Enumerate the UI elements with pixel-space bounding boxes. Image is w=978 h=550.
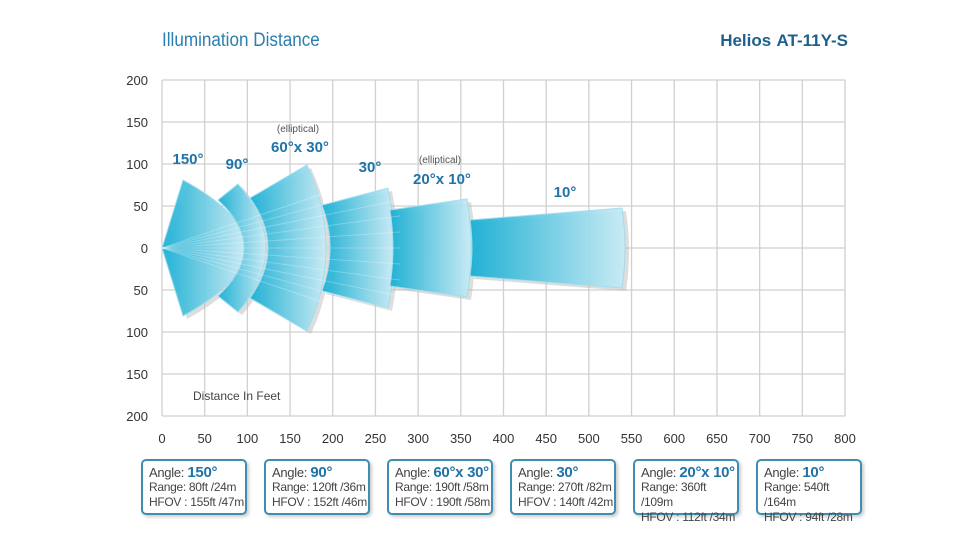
x-tick-label: 100 <box>237 431 259 446</box>
beam-ray <box>161 247 401 297</box>
range-text: Range: 270ft /82m <box>518 480 612 494</box>
x-tick-label: 550 <box>621 431 643 446</box>
info-box: Angle: 30° Range: 270ft /82m HFOV : 140ft … <box>510 459 616 515</box>
x-tick-label: 300 <box>407 431 429 446</box>
x-tick-label: 650 <box>706 431 728 446</box>
x-tick-label: 400 <box>493 431 515 446</box>
beam-label: 150° <box>172 151 203 168</box>
beam-ray <box>161 167 401 249</box>
info-box: Angle: 10° Range: 540ft /164m HFOV : 94ft … <box>756 459 862 524</box>
beam-ray <box>161 231 401 249</box>
hfov-text: HFOV : 140ft /42m <box>518 495 613 509</box>
hfov-text: HFOV : 190ft /58m <box>395 495 490 509</box>
angle-label: Angle: <box>149 465 185 480</box>
y-tick-label: 50 <box>134 199 148 214</box>
range-text: Range: 80ft /24m <box>149 480 237 494</box>
hfov-text: HFOV : 155ft /47m <box>149 495 244 509</box>
angle-row: Angle: 60°x 30° <box>395 465 491 480</box>
angle-value: 90° <box>310 464 333 481</box>
x-tick-label: 750 <box>791 431 813 446</box>
y-tick-label: 200 <box>126 73 148 88</box>
beam-2 <box>249 164 327 332</box>
angle-row: Angle: 10° <box>764 465 860 480</box>
beam-label: 20°x 10° <box>413 171 471 188</box>
y-tick-label: 100 <box>126 325 148 340</box>
product-name: Helios AT-11Y-S <box>720 30 848 52</box>
y-tick-label: 100 <box>126 157 148 172</box>
x-tick-label: 200 <box>322 431 344 446</box>
x-tick-label: 350 <box>450 431 472 446</box>
range-text: Range: 120ft /36m <box>272 480 366 494</box>
beam-ray <box>161 215 401 249</box>
x-tick-label: 0 <box>158 431 165 446</box>
angle-row: Angle: 90° <box>272 465 368 480</box>
x-tick-label: 450 <box>535 431 557 446</box>
model-name: AT-11Y-S <box>776 31 849 50</box>
angle-value: 30° <box>556 464 579 481</box>
beam-ray <box>161 247 401 281</box>
angle-label: Angle: <box>395 465 431 480</box>
beam-label: 60°x 30° <box>271 139 329 156</box>
x-tick-label: 800 <box>834 431 856 446</box>
range-text: Range: 190ft /58m <box>395 480 489 494</box>
info-box: Angle: 90° Range: 120ft /36m HFOV : 152ft … <box>264 459 370 515</box>
hfov-text: HFOV : 152ft /46m <box>272 495 367 509</box>
beam-5 <box>469 207 626 289</box>
y-tick-label: 150 <box>126 367 148 382</box>
beam-ray <box>161 247 401 265</box>
beam-4 <box>389 198 472 298</box>
angle-label: Angle: <box>518 465 554 480</box>
x-tick-label: 600 <box>663 431 685 446</box>
beam-label: 30° <box>359 159 382 176</box>
angle-value: 10° <box>802 464 825 481</box>
beam-label: 90° <box>226 156 249 173</box>
angle-label: Angle: <box>764 465 800 480</box>
chart-title: Illumination Distance <box>162 30 320 51</box>
brand-name: Helios <box>720 31 772 50</box>
angle-row: Angle: 30° <box>518 465 614 480</box>
y-tick-label: 0 <box>141 241 148 256</box>
y-tick-label: 200 <box>126 409 148 424</box>
info-box: Angle: 60°x 30° Range: 190ft /58m HFOV : 1… <box>387 459 493 515</box>
angle-row: Angle: 20°x 10° <box>641 465 737 480</box>
angle-value: 20°x 10° <box>679 464 735 481</box>
range-text: Range: 540ft /164m <box>764 480 830 509</box>
beam-ray <box>161 183 401 249</box>
x-tick-label: 150 <box>279 431 301 446</box>
hfov-text: HFOV : 94ft /28m <box>764 510 853 524</box>
angle-label: Angle: <box>272 465 308 480</box>
beam-ray <box>161 199 401 249</box>
beam-ray <box>161 247 401 329</box>
x-tick-label: 250 <box>365 431 387 446</box>
x-tick-label: 50 <box>197 431 211 446</box>
hfov-text: HFOV : 112ft /34m <box>641 510 736 524</box>
angle-row: Angle: 150° <box>149 465 245 480</box>
beam-note: (elliptical) <box>419 155 461 166</box>
beam-note: (elliptical) <box>277 124 319 135</box>
y-tick-label: 50 <box>134 283 148 298</box>
range-text: Range: 360ft /109m <box>641 480 707 509</box>
x-tick-label: 700 <box>749 431 771 446</box>
angle-label: Angle: <box>641 465 677 480</box>
beam-label: 10° <box>554 184 577 201</box>
x-tick-label: 500 <box>578 431 600 446</box>
info-box: Angle: 20°x 10° Range: 360ft /109m HFOV : … <box>633 459 739 524</box>
y-tick-label: 150 <box>126 115 148 130</box>
info-box: Angle: 150° Range: 80ft /24m HFOV : 155ft … <box>141 459 247 515</box>
beam-1 <box>217 183 267 313</box>
beam-ray <box>161 247 401 313</box>
x-axis-label: Distance In Feet <box>193 389 281 403</box>
angle-value: 150° <box>187 464 218 481</box>
angle-value: 60°x 30° <box>433 464 489 481</box>
